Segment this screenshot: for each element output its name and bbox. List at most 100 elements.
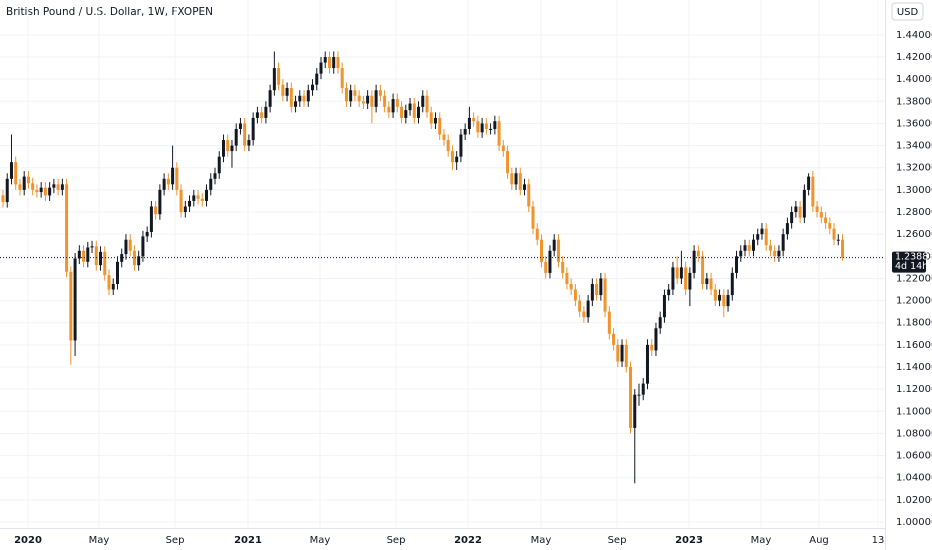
candle-body (120, 254, 124, 262)
candle-body (175, 167, 179, 190)
candle-body (476, 121, 480, 133)
y-tick-label: 1.34000 (896, 141, 932, 152)
candle-body (629, 367, 633, 428)
candle-body (39, 187, 43, 193)
candle-body (751, 239, 755, 251)
candle-body (86, 247, 90, 262)
candle-body (705, 278, 709, 284)
x-tick-label: May (751, 535, 772, 546)
candle-body (637, 394, 641, 396)
x-tick-label: 2023 (675, 535, 703, 546)
candle-body (196, 195, 200, 199)
candle-body (722, 295, 726, 307)
candle-body (730, 272, 734, 296)
candle-body (48, 187, 52, 196)
candle-body (9, 162, 13, 179)
candle-body (395, 99, 399, 107)
candle-body (790, 212, 794, 224)
candle-body (162, 178, 166, 190)
y-tick-label: 1.42000 (896, 52, 932, 63)
candle-body (315, 73, 319, 85)
candle-body (31, 183, 35, 190)
candle-body (247, 140, 251, 146)
candle-body (404, 110, 408, 118)
candle-body (408, 103, 412, 111)
candle-body (654, 328, 658, 351)
candle-body (662, 295, 666, 318)
candle-body (353, 90, 357, 96)
candle-body (514, 173, 518, 185)
y-tick-label: 1.20000 (896, 296, 932, 307)
candle-body (573, 289, 577, 301)
candle-body (82, 250, 86, 262)
y-tick-label: 1.10000 (896, 406, 932, 417)
candle-body (781, 234, 785, 251)
candle-body (679, 267, 683, 279)
candle-body (760, 228, 764, 235)
y-tick-label: 1.36000 (896, 118, 932, 129)
candle-body (205, 189, 209, 201)
candle-body (586, 300, 590, 318)
y-tick-label: 1.38000 (896, 96, 932, 107)
candle-body (798, 206, 802, 218)
candle-body (183, 206, 187, 213)
candle-body (692, 250, 696, 273)
x-tick-label: Sep (166, 535, 185, 546)
candle-body (603, 278, 607, 312)
last-price-label: 1.23883 (895, 252, 932, 263)
candle-body (311, 84, 315, 91)
candle-body (556, 239, 560, 262)
candle-body (285, 88, 289, 96)
candle-body (69, 271, 73, 341)
candle-body (383, 95, 387, 107)
x-tick-label: 2021 (234, 535, 262, 546)
candle-body (327, 57, 331, 69)
candle-body (209, 178, 213, 190)
candle-body (294, 101, 298, 107)
candle-body (531, 206, 535, 229)
candle-body (565, 272, 569, 284)
candle-body (832, 228, 836, 240)
candle-body (688, 272, 692, 290)
y-tick-label: 1.30000 (896, 185, 932, 196)
candle-body (387, 106, 391, 113)
candle-body (539, 239, 543, 262)
candle-body (497, 121, 501, 146)
candle-body (272, 68, 276, 91)
candle-body (523, 184, 527, 190)
candle-body (463, 128, 467, 135)
candle-body (107, 275, 111, 290)
candle-body (811, 176, 815, 207)
currency-button[interactable] (891, 2, 924, 21)
y-tick-label: 1.00000 (896, 517, 932, 528)
candle-body (217, 156, 221, 174)
candle-body (701, 256, 705, 284)
candle-body (582, 311, 586, 318)
candle-body (633, 394, 637, 428)
candle-body (506, 151, 510, 174)
candle-body (671, 267, 675, 290)
candle-body (590, 283, 594, 301)
candle-body (158, 189, 162, 215)
currency-label[interactable]: USD (897, 7, 919, 18)
candle-body (658, 317, 662, 329)
candle-body (824, 217, 828, 224)
candle-body (819, 212, 823, 218)
x-tick-label: 2020 (14, 535, 42, 546)
candle-body (595, 283, 599, 296)
x-tick-label: May (531, 535, 552, 546)
candle-body (349, 90, 353, 102)
candle-body (450, 151, 454, 163)
candle-body (425, 95, 429, 113)
candle-body (277, 68, 281, 85)
candle-body (807, 176, 811, 190)
y-tick-label: 1.12000 (896, 384, 932, 395)
candle-body (489, 128, 493, 130)
candle-body (22, 176, 26, 190)
candle-body (73, 258, 77, 341)
candle-body (616, 344, 620, 362)
candle-body (281, 84, 285, 96)
candle-body (510, 173, 514, 185)
candle-body (14, 162, 18, 185)
